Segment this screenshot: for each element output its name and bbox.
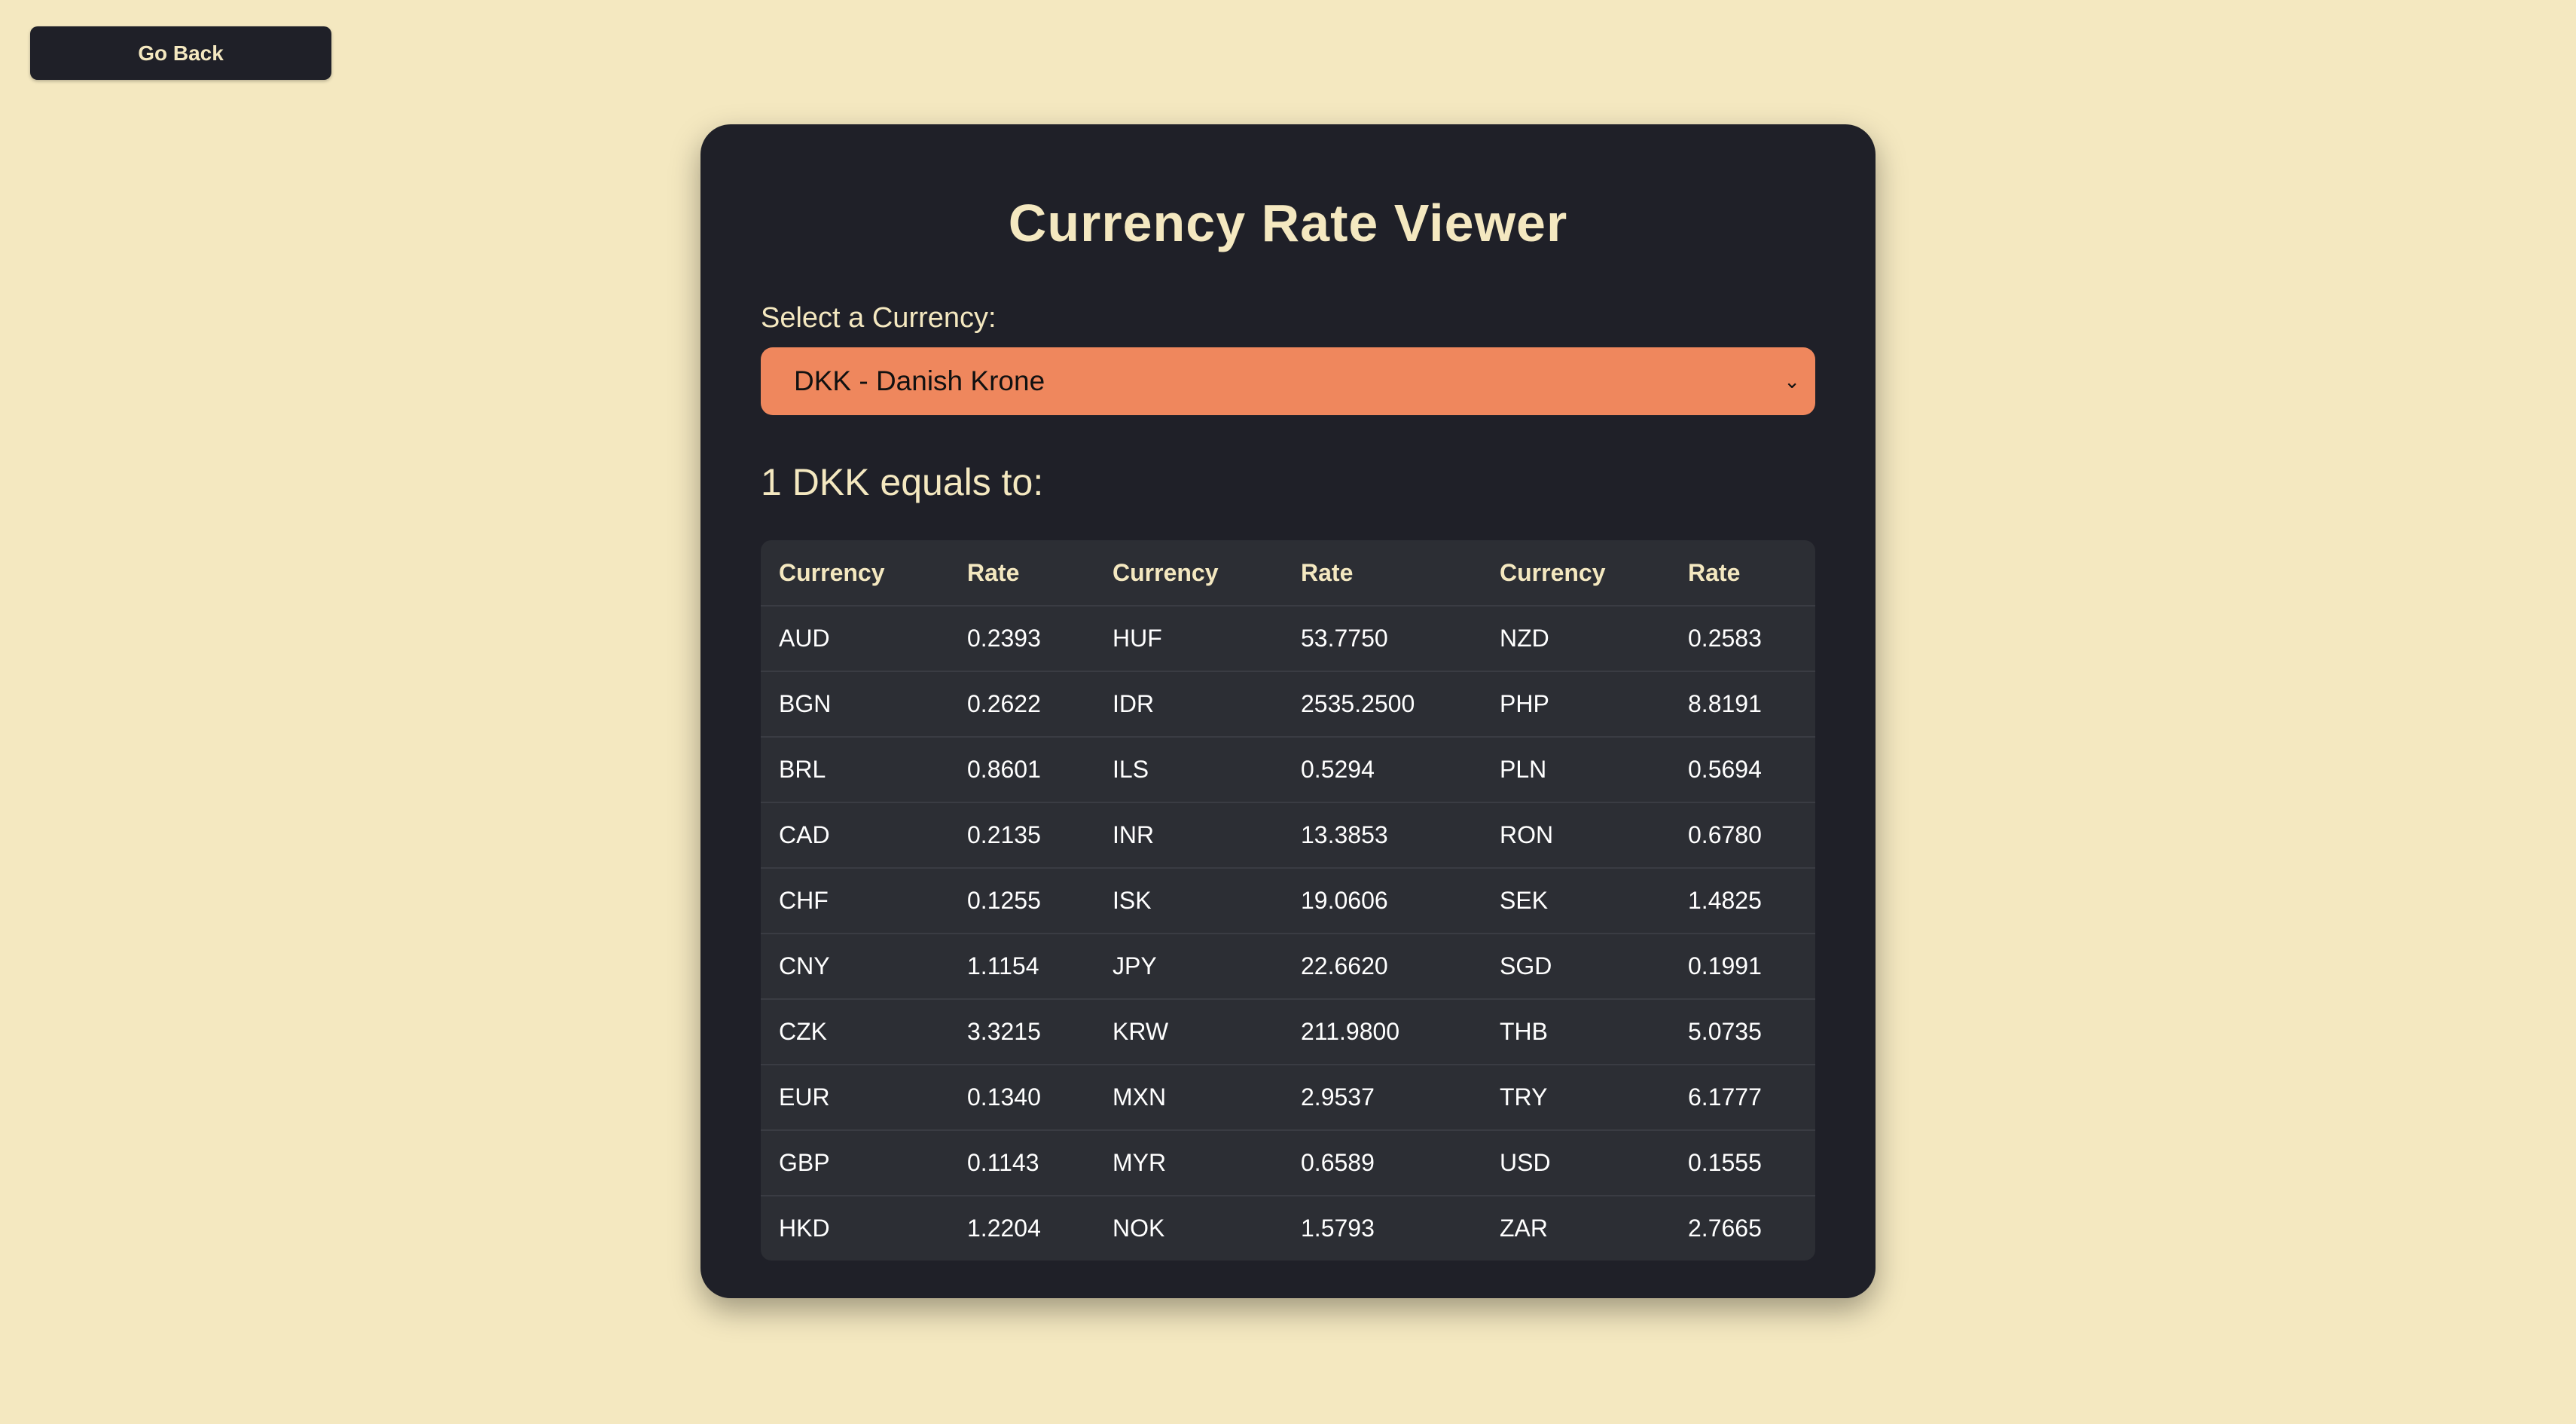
rate-cell: 0.6780 bbox=[1670, 803, 1815, 869]
rate-cell: 6.1777 bbox=[1670, 1065, 1815, 1131]
column-header-rate: Rate bbox=[1283, 540, 1482, 607]
chevron-down-icon: ⌄ bbox=[1784, 370, 1800, 393]
table-row: AUD 0.2393 HUF 53.7750 NZD 0.2583 bbox=[761, 607, 1815, 672]
currency-code-cell: HKD bbox=[761, 1196, 949, 1261]
rate-cell: 1.5793 bbox=[1283, 1196, 1482, 1261]
table-row: EUR 0.1340 MXN 2.9537 TRY 6.1777 bbox=[761, 1065, 1815, 1131]
currency-code-cell: RON bbox=[1482, 803, 1670, 869]
rate-cell: 5.0735 bbox=[1670, 1000, 1815, 1065]
currency-code-cell: PLN bbox=[1482, 738, 1670, 803]
table-row: CZK 3.3215 KRW 211.9800 THB 5.0735 bbox=[761, 1000, 1815, 1065]
rate-cell: 13.3853 bbox=[1283, 803, 1482, 869]
currency-code-cell: AUD bbox=[761, 607, 949, 672]
table-row: BRL 0.8601 ILS 0.5294 PLN 0.5694 bbox=[761, 738, 1815, 803]
rate-cell: 1.4825 bbox=[1670, 869, 1815, 934]
rate-cell: 0.2135 bbox=[949, 803, 1094, 869]
currency-code-cell: JPY bbox=[1094, 934, 1283, 1000]
currency-code-cell: CZK bbox=[761, 1000, 949, 1065]
currency-code-cell: NOK bbox=[1094, 1196, 1283, 1261]
currency-code-cell: MYR bbox=[1094, 1131, 1283, 1196]
column-header-currency: Currency bbox=[1482, 540, 1670, 607]
table-header-row: Currency Rate Currency Rate Currency Rat… bbox=[761, 540, 1815, 607]
rate-cell: 0.6589 bbox=[1283, 1131, 1482, 1196]
currency-code-cell: HUF bbox=[1094, 607, 1283, 672]
currency-code-cell: USD bbox=[1482, 1131, 1670, 1196]
currency-code-cell: ISK bbox=[1094, 869, 1283, 934]
table-row: GBP 0.1143 MYR 0.6589 USD 0.1555 bbox=[761, 1131, 1815, 1196]
column-header-currency: Currency bbox=[761, 540, 949, 607]
currency-code-cell: THB bbox=[1482, 1000, 1670, 1065]
rate-cell: 0.1555 bbox=[1670, 1131, 1815, 1196]
rate-cell: 211.9800 bbox=[1283, 1000, 1482, 1065]
rate-cell: 0.5694 bbox=[1670, 738, 1815, 803]
currency-code-cell: ILS bbox=[1094, 738, 1283, 803]
rate-cell: 0.1143 bbox=[949, 1131, 1094, 1196]
column-header-rate: Rate bbox=[1670, 540, 1815, 607]
rate-cell: 19.0606 bbox=[1283, 869, 1482, 934]
rate-cell: 0.1991 bbox=[1670, 934, 1815, 1000]
rate-cell: 2.9537 bbox=[1283, 1065, 1482, 1131]
currency-select[interactable]: DKK - Danish Krone ⌄ bbox=[761, 347, 1815, 415]
currency-card: Currency Rate Viewer Select a Currency: … bbox=[700, 124, 1876, 1298]
rate-cell: 0.2393 bbox=[949, 607, 1094, 672]
currency-code-cell: SGD bbox=[1482, 934, 1670, 1000]
currency-code-cell: INR bbox=[1094, 803, 1283, 869]
currency-code-cell: PHP bbox=[1482, 672, 1670, 738]
rate-cell: 3.3215 bbox=[949, 1000, 1094, 1065]
rate-cell: 1.2204 bbox=[949, 1196, 1094, 1261]
table-row: CNY 1.1154 JPY 22.6620 SGD 0.1991 bbox=[761, 934, 1815, 1000]
rate-cell: 53.7750 bbox=[1283, 607, 1482, 672]
currency-select-value: DKK - Danish Krone bbox=[794, 365, 1045, 397]
rate-cell: 0.1255 bbox=[949, 869, 1094, 934]
currency-code-cell: KRW bbox=[1094, 1000, 1283, 1065]
currency-code-cell: CNY bbox=[761, 934, 949, 1000]
rate-cell: 0.2622 bbox=[949, 672, 1094, 738]
currency-code-cell: ZAR bbox=[1482, 1196, 1670, 1261]
rates-table: Currency Rate Currency Rate Currency Rat… bbox=[761, 540, 1815, 1261]
go-back-button[interactable]: Go Back bbox=[30, 26, 331, 80]
currency-code-cell: BRL bbox=[761, 738, 949, 803]
currency-select-label: Select a Currency: bbox=[761, 304, 1815, 332]
rate-cell: 2535.2500 bbox=[1283, 672, 1482, 738]
rate-cell: 0.8601 bbox=[949, 738, 1094, 803]
currency-code-cell: BGN bbox=[761, 672, 949, 738]
table-row: CHF 0.1255 ISK 19.0606 SEK 1.4825 bbox=[761, 869, 1815, 934]
column-header-currency: Currency bbox=[1094, 540, 1283, 607]
rate-cell: 8.8191 bbox=[1670, 672, 1815, 738]
currency-code-cell: IDR bbox=[1094, 672, 1283, 738]
table-row: HKD 1.2204 NOK 1.5793 ZAR 2.7665 bbox=[761, 1196, 1815, 1261]
currency-code-cell: NZD bbox=[1482, 607, 1670, 672]
currency-code-cell: TRY bbox=[1482, 1065, 1670, 1131]
column-header-rate: Rate bbox=[949, 540, 1094, 607]
rate-cell: 0.5294 bbox=[1283, 738, 1482, 803]
conversion-heading: 1 DKK equals to: bbox=[761, 463, 1815, 501]
currency-code-cell: GBP bbox=[761, 1131, 949, 1196]
currency-code-cell: CAD bbox=[761, 803, 949, 869]
currency-code-cell: MXN bbox=[1094, 1065, 1283, 1131]
rate-cell: 0.1340 bbox=[949, 1065, 1094, 1131]
currency-code-cell: EUR bbox=[761, 1065, 949, 1131]
rate-cell: 2.7665 bbox=[1670, 1196, 1815, 1261]
rate-cell: 22.6620 bbox=[1283, 934, 1482, 1000]
currency-code-cell: SEK bbox=[1482, 869, 1670, 934]
currency-code-cell: CHF bbox=[761, 869, 949, 934]
page-title: Currency Rate Viewer bbox=[761, 124, 1815, 249]
table-row: CAD 0.2135 INR 13.3853 RON 0.6780 bbox=[761, 803, 1815, 869]
rate-cell: 0.2583 bbox=[1670, 607, 1815, 672]
rate-cell: 1.1154 bbox=[949, 934, 1094, 1000]
table-row: BGN 0.2622 IDR 2535.2500 PHP 8.8191 bbox=[761, 672, 1815, 738]
